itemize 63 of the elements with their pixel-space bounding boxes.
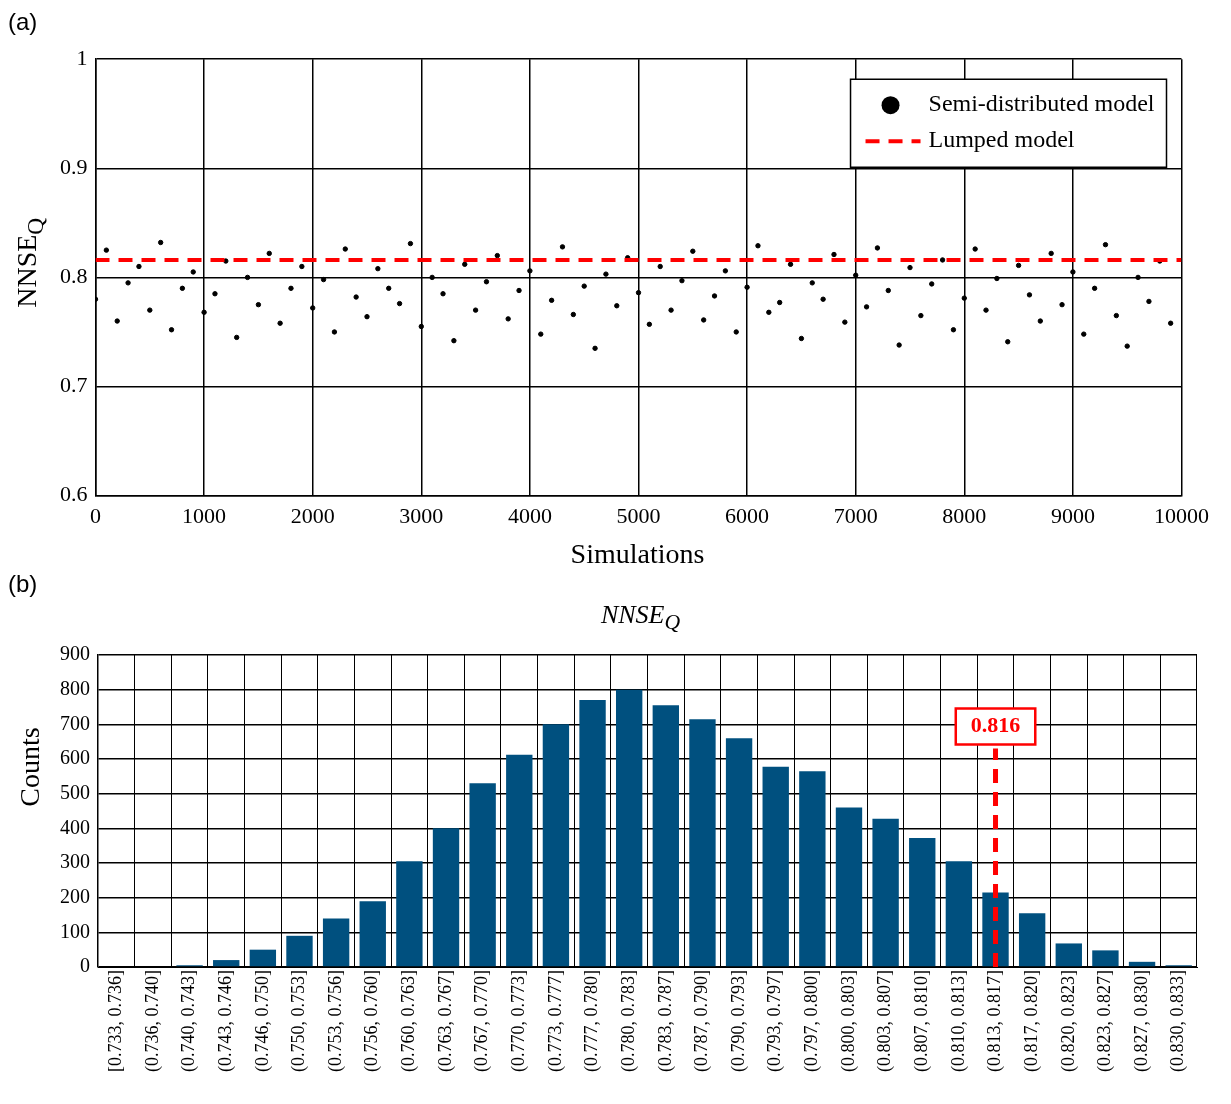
x-tick-label: (0.800, 0.803] <box>837 970 859 1073</box>
x-axis-title: Simulations <box>569 538 706 570</box>
x-tick-label: (0.780, 0.783] <box>617 970 639 1073</box>
x-tick-label: 4000 <box>507 502 552 528</box>
y-tick-label: 0.6 <box>60 481 88 507</box>
x-tick-label: (0.770, 0.773] <box>508 970 530 1073</box>
x-tick-label: 1000 <box>182 502 227 528</box>
x-tick-label: (0.753, 0.756] <box>324 970 346 1073</box>
x-tick-label: 8000 <box>942 502 987 528</box>
x-tick-label: (0.807, 0.810] <box>910 970 932 1073</box>
y-tick-label: 0 <box>80 954 90 977</box>
x-tick-label: 5000 <box>616 502 661 528</box>
y-axis-title: Counts <box>14 727 46 807</box>
x-tick-label: (0.790, 0.793] <box>727 970 749 1073</box>
y-tick-label: 500 <box>60 781 90 804</box>
y-tick-label: 600 <box>60 746 90 769</box>
x-tick-label: 9000 <box>1050 502 1095 528</box>
x-tick-label: (0.803, 0.807] <box>874 970 896 1073</box>
y-tick-label: 0.9 <box>60 154 88 180</box>
x-tick-label: (0.810, 0.813] <box>947 970 969 1073</box>
x-tick-label: 3000 <box>399 502 444 528</box>
x-tick-label: (0.750, 0.753] <box>288 970 310 1073</box>
x-tick-label: (0.740, 0.743] <box>178 970 200 1073</box>
x-tick-label: (0.830, 0.833] <box>1167 970 1189 1073</box>
x-tick-label: (0.767, 0.770] <box>471 970 493 1073</box>
x-tick-label: (0.777, 0.780] <box>581 970 603 1073</box>
x-tick-label: (0.760, 0.763] <box>398 970 420 1073</box>
x-tick-label: (0.773, 0.777] <box>544 970 566 1073</box>
x-tick-label: (0.763, 0.767] <box>434 970 456 1073</box>
y-tick-label: 700 <box>60 711 90 734</box>
y-tick-label: 100 <box>60 919 90 942</box>
x-tick-label: (0.797, 0.800] <box>801 970 823 1073</box>
x-tick-label: (0.827, 0.830] <box>1130 970 1152 1073</box>
y-tick-label: 0.7 <box>60 372 88 398</box>
x-tick-label: (0.793, 0.797] <box>764 970 786 1073</box>
x-tick-label: [0.733, 0.736] <box>105 970 126 1073</box>
x-tick-label: 6000 <box>725 502 770 528</box>
x-tick-label: (0.756, 0.760] <box>361 970 383 1073</box>
x-tick-label: (0.820, 0.823] <box>1057 970 1079 1073</box>
x-tick-label: (0.787, 0.790] <box>691 970 713 1073</box>
x-tick-label: (0.736, 0.740] <box>141 970 163 1073</box>
x-tick-label: 2000 <box>290 502 335 528</box>
y-tick-label: 800 <box>60 677 90 700</box>
x-tick-label: (0.743, 0.746] <box>214 970 236 1073</box>
text: (b) <box>8 570 39 599</box>
x-tick-label: (0.813, 0.817] <box>984 970 1006 1073</box>
y-tick-label: 0.8 <box>60 263 88 289</box>
x-tick-label: (0.817, 0.820] <box>1020 970 1042 1073</box>
chart-title: NNSE$_{Q}$ <box>599 600 682 636</box>
legend-label: Semi-distributed model <box>928 90 1155 117</box>
y-tick-label: 300 <box>60 850 90 873</box>
text: (a) <box>8 8 39 37</box>
x-tick-label: (0.823, 0.827] <box>1094 970 1116 1073</box>
legend-label: Lumped model <box>928 126 1075 153</box>
x-tick-label: (0.746, 0.750] <box>251 970 273 1073</box>
y-tick-label: 1 <box>76 44 88 70</box>
ref-line-label: 0.816 <box>970 712 1021 738</box>
x-tick-label: 10000 <box>1154 502 1209 528</box>
y-tick-label: 900 <box>60 642 90 665</box>
x-tick-label: (0.783, 0.787] <box>654 970 676 1073</box>
y-tick-label: 400 <box>60 815 90 838</box>
x-tick-label: 7000 <box>833 502 878 528</box>
y-tick-label: 200 <box>60 885 90 908</box>
